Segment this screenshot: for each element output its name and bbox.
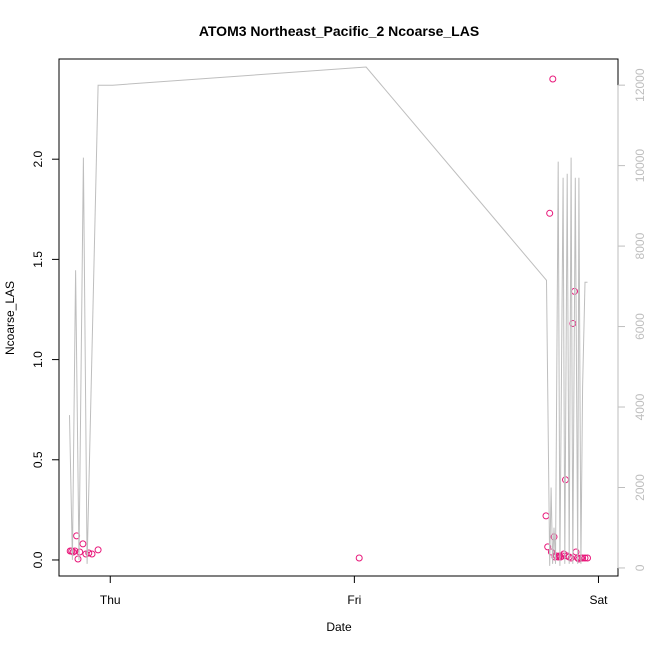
series-line: [69, 66, 588, 566]
y2-tick-label: 10000: [633, 149, 647, 183]
y2-tick-label: 2000: [633, 474, 647, 501]
y2-tick-label: 0: [633, 564, 647, 571]
data-point: [549, 75, 557, 83]
data-point: [579, 554, 587, 562]
y-tick-label: 2.0: [31, 151, 45, 168]
y-axis-label: Ncoarse_LAS: [3, 281, 17, 355]
y-tick-label: 1.5: [31, 251, 45, 268]
y2-tick-label: 12000: [633, 68, 647, 102]
data-layer: [66, 66, 591, 566]
y-tick-label: 0.0: [31, 551, 45, 568]
x-tick-label: Sat: [589, 593, 608, 607]
data-point: [76, 548, 84, 556]
x-tick-label: Fri: [347, 593, 361, 607]
y-tick-label: 1.0: [31, 351, 45, 368]
y2-tick-label: 6000: [633, 313, 647, 340]
data-point: [94, 546, 102, 554]
data-point: [79, 540, 87, 548]
x-axis-label: Date: [326, 620, 352, 634]
data-point: [544, 543, 552, 551]
data-point: [546, 209, 554, 217]
data-point: [88, 550, 96, 558]
axes-layer: 0.0 0.5 1.0 1.5 2.0 0 2000 4000 6000 8000 10000 120…: [31, 68, 647, 607]
plot-frame: [58, 58, 619, 577]
data-point: [74, 555, 82, 563]
data-point: [581, 554, 589, 562]
data-point: [567, 554, 575, 562]
y2-tick-label: 4000: [633, 393, 647, 420]
chart-title: ATOM3 Northeast_Pacific_2 Ncoarse_LAS: [199, 23, 479, 39]
y2-tick-label: 8000: [633, 232, 647, 259]
y-tick-label: 0.5: [31, 451, 45, 468]
data-point: [355, 554, 363, 562]
data-point: [85, 549, 93, 557]
data-point: [584, 554, 591, 562]
data-point: [560, 550, 568, 558]
data-point: [542, 512, 550, 520]
x-tick-label: Thu: [100, 593, 121, 607]
data-point: [547, 548, 555, 556]
